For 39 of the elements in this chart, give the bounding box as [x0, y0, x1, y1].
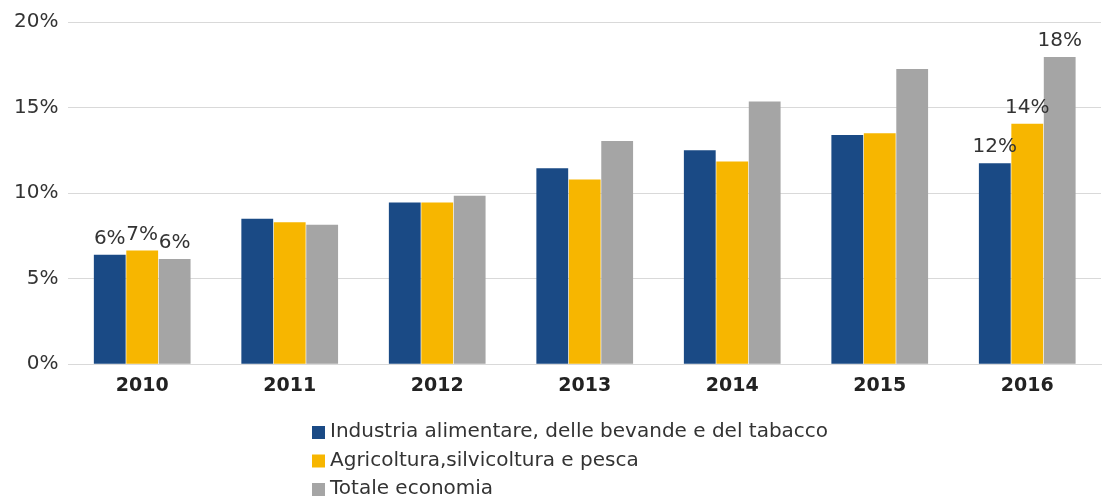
data-label: 7% — [126, 220, 159, 245]
x-tick-label: 2011 — [263, 372, 317, 395]
bar — [93, 254, 126, 364]
x-tick-label: 2014 — [705, 372, 759, 395]
bar — [748, 101, 781, 364]
bar — [453, 195, 486, 364]
y-tick-label: 0% — [26, 350, 59, 375]
data-label: 6% — [158, 229, 191, 254]
bar — [568, 179, 601, 364]
x-tick-label: 2013 — [558, 372, 612, 395]
legend-label: Totale economia — [329, 475, 494, 499]
x-tick-label: 2016 — [1000, 372, 1054, 395]
y-tick-label: 10% — [14, 179, 59, 204]
y-tick-label: 15% — [14, 93, 59, 118]
data-label: 14% — [1005, 94, 1050, 119]
bar — [273, 222, 306, 364]
bar — [241, 218, 274, 364]
y-tick-label: 20% — [14, 8, 59, 33]
bar — [716, 161, 749, 364]
bar — [306, 224, 339, 364]
bar — [126, 250, 159, 364]
bar — [978, 163, 1011, 364]
legend-label: Industria alimentare, delle bevande e del tabacco — [330, 418, 829, 443]
legend-label: Agricoltura,silvicoltura e pesca — [330, 446, 639, 471]
bar — [683, 150, 716, 364]
x-tick-label: 2015 — [853, 372, 907, 395]
y-tick-label: 5% — [26, 264, 59, 289]
x-tick-label: 2010 — [115, 372, 169, 395]
x-tick-label: 2012 — [410, 372, 464, 395]
bar — [831, 134, 864, 364]
data-label: 6% — [93, 224, 126, 249]
bar — [421, 202, 454, 364]
bar — [536, 168, 569, 364]
bar — [896, 69, 929, 364]
bar — [601, 140, 634, 364]
bar — [158, 258, 191, 364]
bar — [863, 133, 896, 364]
data-label: 18% — [1037, 27, 1082, 52]
bar — [388, 202, 421, 364]
